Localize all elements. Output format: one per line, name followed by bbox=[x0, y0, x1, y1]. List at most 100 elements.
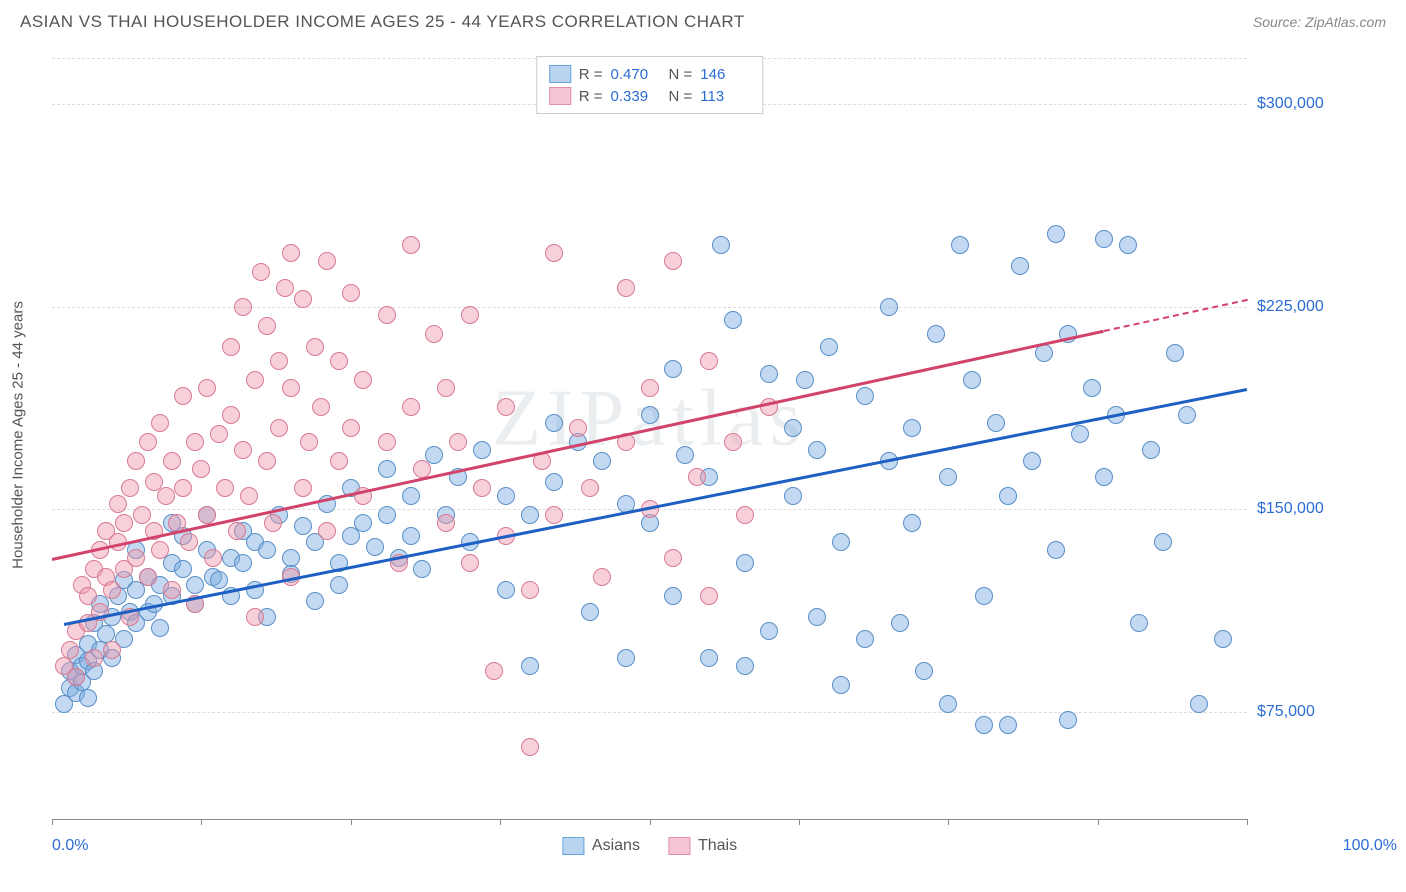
data-point bbox=[760, 622, 778, 640]
data-point bbox=[951, 236, 969, 254]
data-point bbox=[880, 298, 898, 316]
data-point bbox=[366, 538, 384, 556]
data-point bbox=[378, 433, 396, 451]
legend-n-label: N = bbox=[669, 66, 693, 83]
x-axis-min-label: 0.0% bbox=[52, 837, 88, 855]
data-point bbox=[222, 338, 240, 356]
data-point bbox=[808, 441, 826, 459]
data-point bbox=[796, 371, 814, 389]
data-point bbox=[521, 657, 539, 675]
data-point bbox=[724, 433, 742, 451]
data-point bbox=[240, 487, 258, 505]
data-point bbox=[641, 379, 659, 397]
data-point bbox=[151, 541, 169, 559]
data-point bbox=[1047, 225, 1065, 243]
data-point bbox=[210, 425, 228, 443]
data-point bbox=[228, 522, 246, 540]
data-point bbox=[318, 522, 336, 540]
data-point bbox=[1190, 695, 1208, 713]
legend-r-value: 0.339 bbox=[611, 88, 661, 105]
data-point bbox=[163, 452, 181, 470]
data-point bbox=[676, 446, 694, 464]
data-point bbox=[330, 352, 348, 370]
data-point bbox=[425, 325, 443, 343]
data-point bbox=[712, 236, 730, 254]
data-point bbox=[378, 506, 396, 524]
legend-n-value: 113 bbox=[700, 88, 750, 105]
data-point bbox=[449, 433, 467, 451]
data-point bbox=[485, 662, 503, 680]
data-point bbox=[461, 554, 479, 572]
data-point bbox=[1166, 344, 1184, 362]
data-point bbox=[258, 452, 276, 470]
legend-correlation: R =0.470N =146R =0.339N =113 bbox=[536, 56, 764, 114]
data-point bbox=[497, 398, 515, 416]
data-point bbox=[1047, 541, 1065, 559]
data-point bbox=[927, 325, 945, 343]
data-point bbox=[856, 387, 874, 405]
data-point bbox=[258, 317, 276, 335]
data-point bbox=[342, 284, 360, 302]
data-point bbox=[497, 581, 515, 599]
y-axis-label: Householder Income Ages 25 - 44 years bbox=[10, 301, 27, 569]
y-tick-label: $300,000 bbox=[1257, 95, 1397, 113]
data-point bbox=[252, 263, 270, 281]
data-point bbox=[378, 306, 396, 324]
legend-swatch bbox=[562, 837, 584, 855]
data-point bbox=[294, 479, 312, 497]
data-point bbox=[294, 517, 312, 535]
data-point bbox=[593, 568, 611, 586]
data-point bbox=[437, 514, 455, 532]
x-tick bbox=[201, 819, 202, 825]
data-point bbox=[1059, 711, 1077, 729]
data-point bbox=[1095, 230, 1113, 248]
legend-n-label: N = bbox=[669, 88, 693, 105]
data-point bbox=[891, 614, 909, 632]
data-point bbox=[736, 506, 754, 524]
data-point bbox=[174, 560, 192, 578]
data-point bbox=[198, 506, 216, 524]
data-point bbox=[736, 657, 754, 675]
data-point bbox=[939, 468, 957, 486]
gridline bbox=[52, 307, 1247, 308]
data-point bbox=[204, 549, 222, 567]
data-point bbox=[276, 279, 294, 297]
y-tick-label: $225,000 bbox=[1257, 298, 1397, 316]
legend-row: R =0.470N =146 bbox=[549, 63, 751, 85]
data-point bbox=[246, 371, 264, 389]
data-point bbox=[473, 479, 491, 497]
data-point bbox=[222, 406, 240, 424]
data-point bbox=[987, 414, 1005, 432]
data-point bbox=[461, 306, 479, 324]
legend-swatch bbox=[549, 87, 571, 105]
data-point bbox=[282, 379, 300, 397]
data-point bbox=[234, 298, 252, 316]
data-point bbox=[545, 414, 563, 432]
data-point bbox=[688, 468, 706, 486]
data-point bbox=[234, 554, 252, 572]
data-point bbox=[521, 506, 539, 524]
data-point bbox=[939, 695, 957, 713]
data-point bbox=[174, 387, 192, 405]
y-tick-label: $75,000 bbox=[1257, 703, 1397, 721]
data-point bbox=[1178, 406, 1196, 424]
legend-n-value: 146 bbox=[700, 66, 750, 83]
legend-item: Thais bbox=[668, 837, 737, 855]
data-point bbox=[545, 506, 563, 524]
data-point bbox=[151, 619, 169, 637]
trendline-dashed bbox=[1103, 299, 1247, 332]
data-point bbox=[832, 533, 850, 551]
data-point bbox=[354, 514, 372, 532]
legend-series: Asians Thais bbox=[562, 837, 737, 855]
data-point bbox=[999, 487, 1017, 505]
x-tick bbox=[1098, 819, 1099, 825]
data-point bbox=[820, 338, 838, 356]
data-point bbox=[139, 433, 157, 451]
x-tick bbox=[500, 819, 501, 825]
data-point bbox=[85, 649, 103, 667]
legend-item: Asians bbox=[562, 837, 640, 855]
data-point bbox=[109, 495, 127, 513]
data-point bbox=[1142, 441, 1160, 459]
data-point bbox=[1095, 468, 1113, 486]
data-point bbox=[216, 479, 234, 497]
